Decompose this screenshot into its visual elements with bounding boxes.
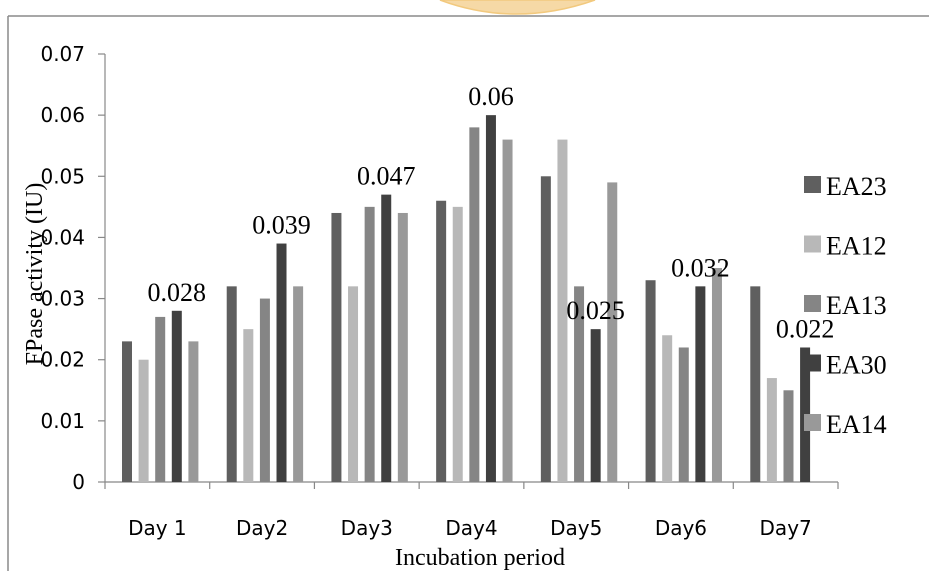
legend-swatch [804, 295, 821, 312]
bar-ea30-2 [381, 194, 392, 482]
bar-ea23-2 [331, 212, 342, 482]
bar-ea13-2 [364, 206, 375, 482]
x-tick-group: Day 1 Day2 Day3 Day4 Day5 Day6 Day7 [104, 482, 839, 540]
y-tick-label: 0.02 [40, 348, 85, 372]
y-tick-label: 0.01 [40, 409, 85, 433]
y-tick-label: 0.07 [40, 42, 85, 66]
legend-swatch [804, 414, 821, 431]
data-label: 0.06 [468, 82, 514, 111]
decorative-orange-shape [439, 0, 596, 15]
x-axis-title: Incubation period [395, 545, 565, 571]
bar-ea30-3 [485, 115, 496, 483]
legend-swatch [804, 176, 821, 193]
bar-ea23-0 [122, 341, 132, 482]
legend: EA23 EA12 EA13 EA30 EA14 [804, 172, 887, 439]
bar-ea12-6 [766, 378, 777, 482]
bar-ea13-5 [678, 347, 689, 482]
x-tick-label: Day5 [550, 516, 602, 540]
y-tick-label: 0.03 [40, 287, 85, 311]
bar-ea30-4 [590, 329, 601, 482]
bar-ea30-0 [171, 310, 182, 482]
bar-ea14-4 [607, 182, 618, 482]
data-label: 0.032 [671, 253, 730, 282]
bar-ea23-4 [540, 176, 551, 483]
y-tick-group: 0 0.01 0.02 0.03 0.04 0.05 0.06 0.07 [40, 42, 105, 494]
bar-ea23-3 [436, 200, 447, 482]
bar-ea12-3 [452, 206, 463, 482]
bar-ea13-0 [155, 316, 166, 482]
x-tick-label: Day7 [760, 516, 812, 540]
legend-label: EA13 [826, 291, 887, 320]
bar-ea14-3 [502, 139, 513, 482]
bar-ea12-1 [243, 329, 254, 482]
bar-ea12-5 [662, 335, 673, 482]
bar-ea13-4 [574, 286, 585, 482]
y-tick-label: 0.06 [40, 103, 85, 127]
bar-ea14-2 [397, 212, 408, 482]
bar-ea23-6 [750, 286, 761, 482]
bar-ea23-5 [645, 280, 656, 482]
bar-ea12-2 [348, 286, 359, 482]
bar-ea13-6 [783, 390, 794, 482]
bar-ea13-1 [259, 298, 270, 482]
y-tick-label: 0 [72, 470, 85, 494]
legend-swatch [804, 235, 821, 253]
y-tick-label: 0.05 [40, 164, 85, 188]
bar-ea23-1 [226, 286, 237, 482]
x-tick-label: Day6 [655, 516, 707, 540]
data-label: 0.028 [148, 278, 207, 307]
bar-ea12-0 [138, 359, 149, 482]
legend-label: EA12 [826, 232, 887, 261]
x-tick-label: Day4 [445, 516, 497, 540]
data-label: 0.047 [357, 162, 416, 191]
bar-ea14-5 [711, 268, 722, 482]
data-label: 0.039 [252, 211, 311, 240]
annotation-group: 0.028 0.039 0.047 0.06 0.025 0.032 0.022 [148, 82, 835, 343]
bar-ea14-0 [188, 341, 199, 482]
y-axis-title: FPase activity (IU) [22, 183, 48, 366]
data-label: 0.022 [776, 314, 835, 343]
legend-label: EA23 [826, 172, 887, 201]
x-tick-label: Day 1 [128, 516, 187, 540]
y-tick-label: 0.04 [40, 225, 85, 249]
x-tick-label: Day3 [341, 516, 393, 540]
legend-label: EA30 [826, 351, 887, 380]
bar-ea13-3 [469, 127, 480, 482]
bar-ea30-1 [276, 243, 287, 482]
x-tick-label: Day2 [236, 516, 288, 540]
bar-ea12-4 [557, 139, 568, 482]
data-label: 0.025 [566, 296, 625, 325]
bar-ea30-5 [695, 286, 706, 482]
legend-label: EA14 [826, 410, 887, 439]
bar-ea14-1 [293, 286, 304, 482]
legend-swatch [804, 354, 821, 372]
bar-group [122, 115, 811, 483]
